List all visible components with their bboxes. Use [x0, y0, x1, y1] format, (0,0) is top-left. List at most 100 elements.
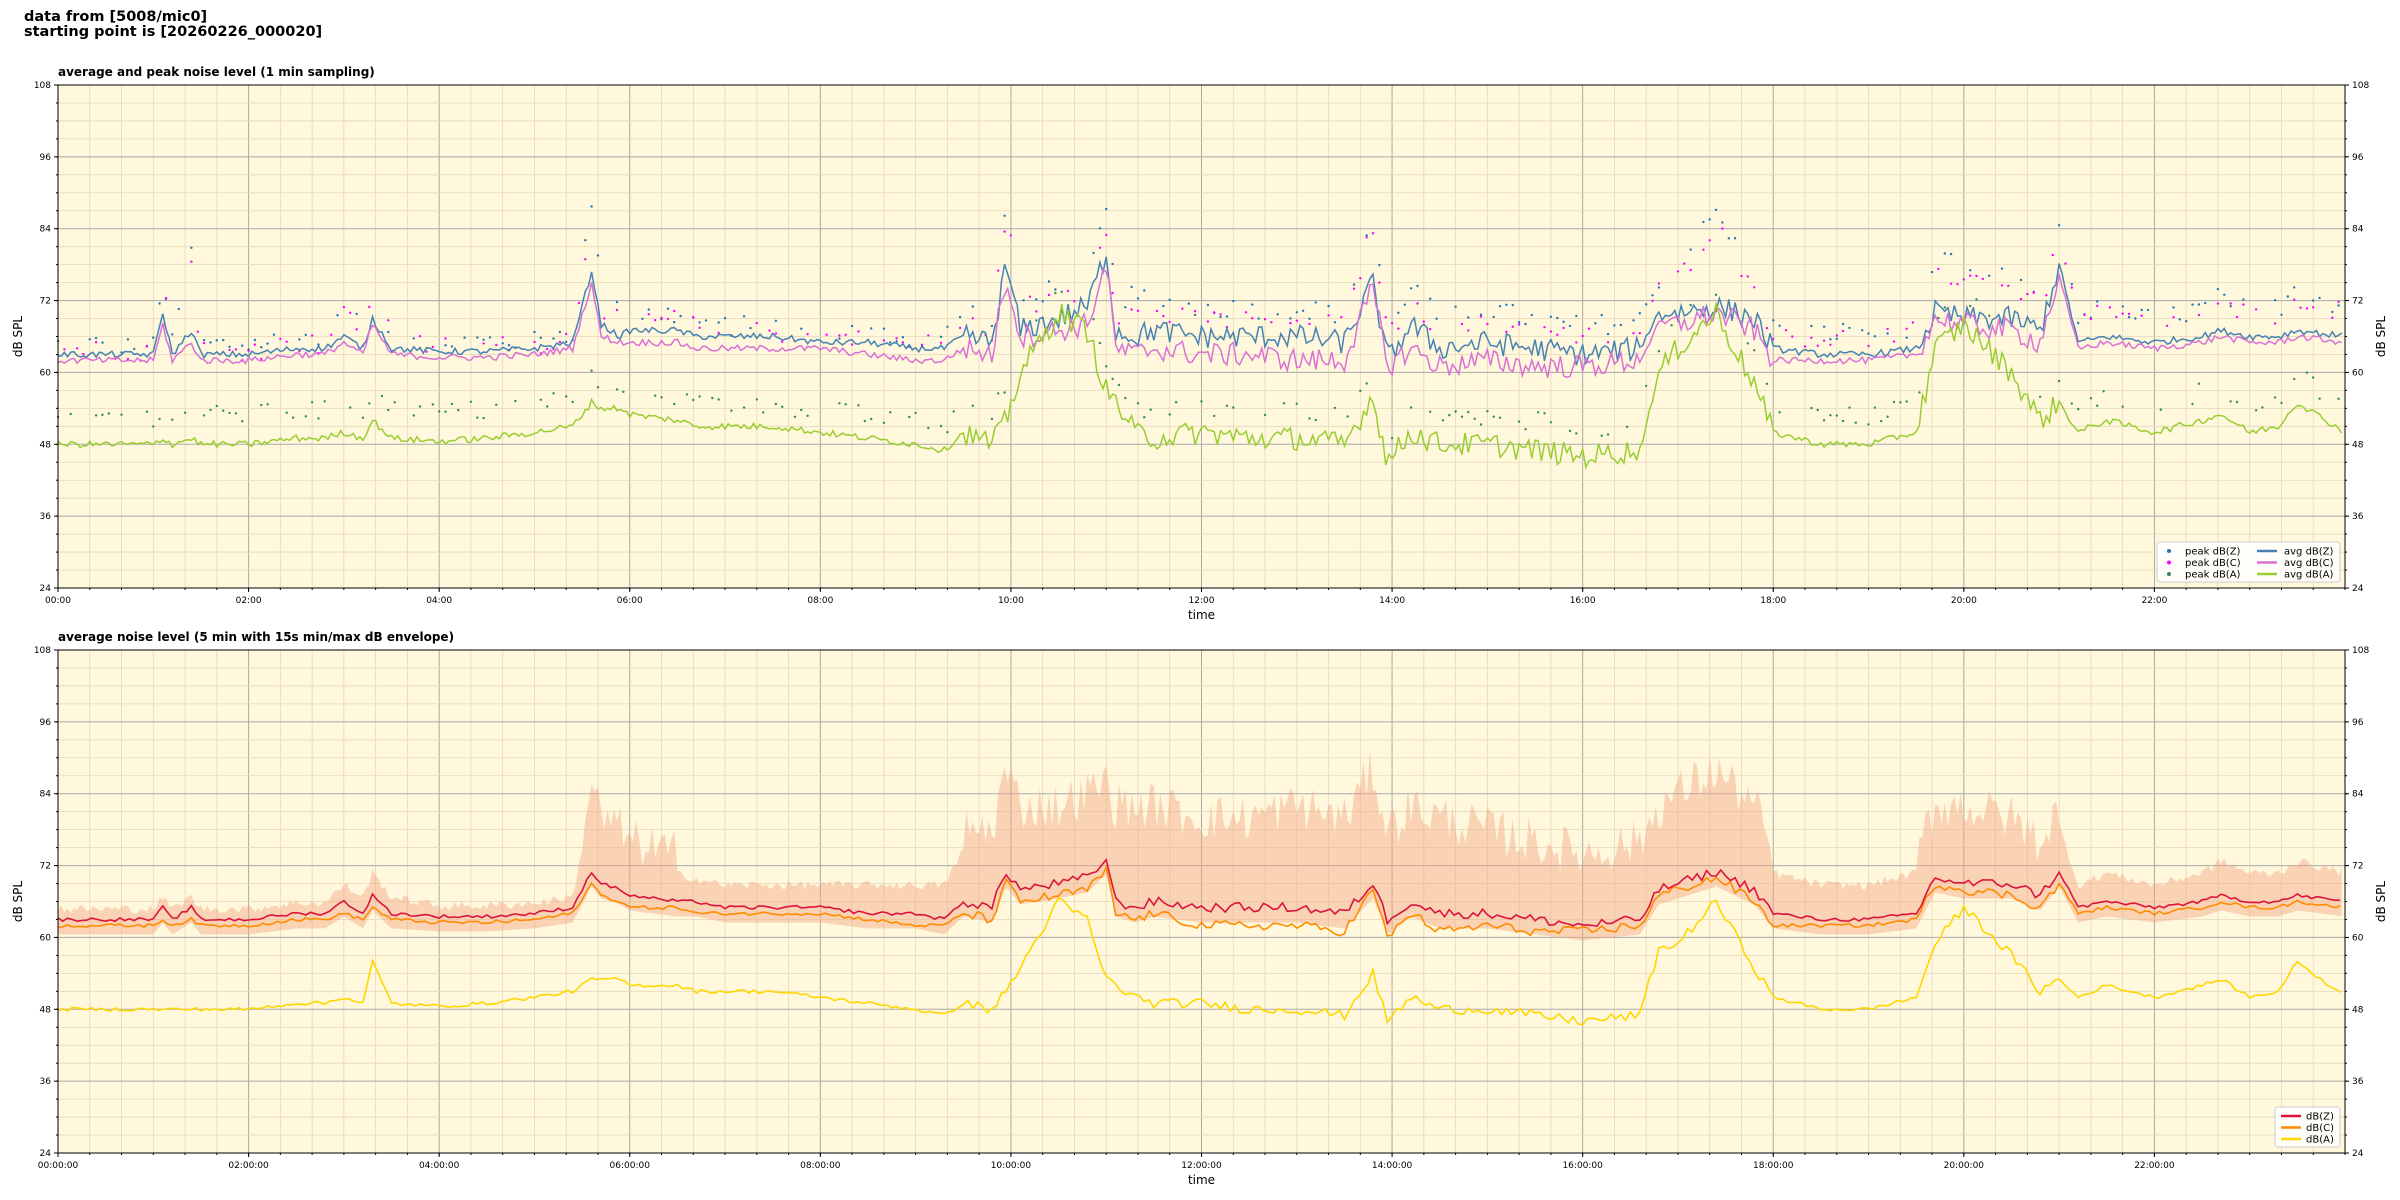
point: [1416, 284, 1419, 288]
point: [272, 333, 276, 336]
point: [2121, 312, 2124, 315]
point: [260, 403, 263, 407]
point: [171, 333, 174, 336]
y-tick-label: 96: [2352, 153, 2364, 163]
y-tick-label: 36: [40, 512, 52, 522]
point: [755, 321, 758, 325]
point: [1969, 304, 1972, 308]
x-tick-label: 10:00:00: [991, 1161, 1032, 1171]
point: [1905, 327, 1908, 330]
point: [2070, 402, 2073, 405]
point: [412, 414, 415, 417]
point: [533, 340, 536, 344]
point: [774, 319, 778, 322]
point: [1765, 382, 1769, 385]
point: [1886, 327, 1889, 331]
point: [1645, 303, 1648, 306]
point: [1092, 318, 1095, 321]
point: [1822, 325, 1826, 328]
point: [1657, 286, 1661, 289]
point: [698, 395, 701, 398]
point: [2178, 318, 2181, 321]
point: [1479, 423, 1483, 426]
point: [1873, 406, 1877, 409]
point: [958, 315, 962, 319]
point: [1937, 316, 1940, 320]
point: [482, 342, 485, 345]
point: [1295, 319, 1299, 322]
point: [1822, 339, 1826, 342]
y-tick-label: 84: [2352, 225, 2364, 235]
point: [1429, 297, 1432, 300]
point: [1200, 400, 1203, 403]
point: [901, 336, 905, 339]
legend-item-avg-db-z: avg dB(Z): [2284, 547, 2334, 558]
starting-point-label: starting point is [20260226_000020]: [24, 24, 323, 40]
point: [1143, 289, 1146, 292]
point: [2032, 291, 2035, 294]
point: [183, 411, 187, 414]
point: [298, 350, 301, 353]
point: [844, 333, 847, 336]
point: [901, 341, 905, 344]
point: [1867, 423, 1870, 426]
point: [1543, 412, 1546, 415]
chart-average-envelope: average noise level (5 min with 15s min/…: [11, 630, 2388, 1185]
point: [1670, 324, 1673, 327]
point: [666, 307, 670, 310]
point: [126, 338, 130, 341]
legend-box: [2156, 541, 2341, 583]
y-tick-label: 36: [2352, 1077, 2364, 1087]
point: [1511, 325, 1515, 328]
point: [1905, 400, 1908, 403]
point: [177, 307, 180, 311]
point: [2172, 306, 2175, 309]
point: [1594, 322, 1597, 325]
point: [698, 321, 701, 324]
point: [571, 400, 574, 404]
point: [469, 400, 473, 403]
point: [1969, 274, 1972, 277]
point: [565, 340, 568, 343]
point: [1556, 316, 1559, 320]
point: [1829, 414, 1832, 417]
point: [1282, 402, 1286, 405]
point: [1181, 307, 1184, 310]
point: [1365, 234, 1368, 237]
point: [2312, 299, 2315, 302]
point: [1492, 415, 1495, 418]
point: [2312, 376, 2315, 379]
point: [1143, 416, 1146, 419]
point: [2026, 292, 2029, 296]
point: [2185, 320, 2188, 323]
point: [482, 416, 485, 420]
point: [1587, 327, 1591, 330]
point: [2140, 308, 2143, 312]
point: [1517, 323, 1521, 326]
point: [1975, 274, 1978, 278]
point: [1632, 332, 1635, 335]
point: [768, 329, 771, 332]
point: [1054, 288, 1057, 291]
page-header: data from [5008/mic0] starting point is …: [24, 10, 322, 40]
series-peak-db-z: [56, 205, 2340, 354]
point: [1689, 248, 1692, 251]
point: [2165, 324, 2169, 327]
point: [387, 408, 390, 412]
point: [1867, 344, 1870, 348]
point: [253, 343, 257, 346]
point: [2337, 300, 2340, 303]
point: [304, 415, 307, 418]
point: [781, 340, 784, 343]
point: [1117, 383, 1121, 387]
point: [2261, 406, 2264, 409]
point: [1892, 340, 1896, 343]
point: [1822, 419, 1826, 422]
point: [495, 403, 498, 406]
point: [1753, 286, 1756, 289]
point: [476, 336, 479, 339]
point: [1066, 289, 1070, 293]
point: [247, 349, 250, 352]
point: [2235, 400, 2239, 404]
point: [730, 409, 733, 412]
